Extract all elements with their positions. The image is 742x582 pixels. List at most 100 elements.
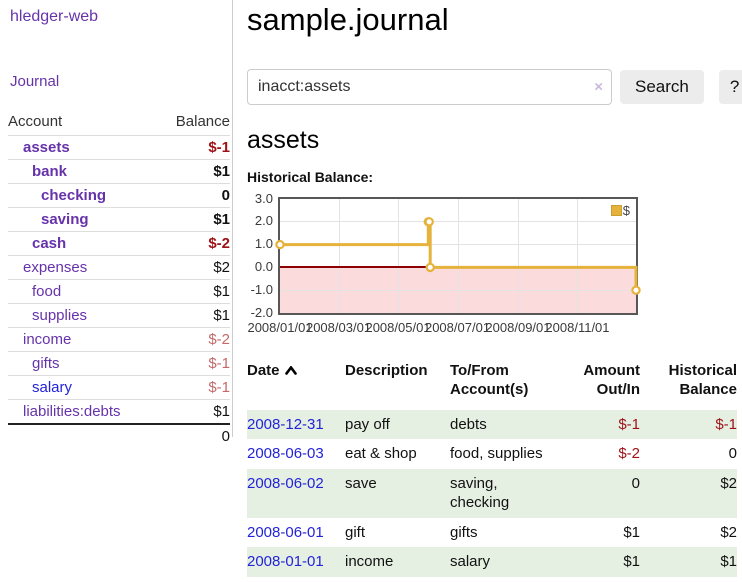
vertical-gridline	[517, 198, 519, 313]
sidebar: hledger-web Journal Account Balance asse…	[0, 0, 233, 445]
register-cell-accounts: debts	[450, 415, 487, 433]
register-cell-description: pay off	[345, 415, 390, 433]
sidebar-account-link[interactable]: expenses	[23, 259, 88, 276]
register-header-historical-balance: Historical Balance	[668, 361, 737, 399]
register-date-link[interactable]: 2008-06-02	[247, 474, 324, 492]
account-row: food $1	[8, 279, 230, 304]
register-cell-balance: $1	[720, 553, 737, 571]
clear-search-icon[interactable]: ×	[594, 78, 603, 96]
accounts-total-row: 0	[8, 424, 230, 448]
register-cell-balance: 0	[728, 445, 737, 463]
register-date-link[interactable]: 2008-06-03	[247, 445, 324, 463]
help-button[interactable]: ?	[718, 69, 742, 104]
sidebar-journal-link[interactable]: Journal	[10, 73, 60, 90]
account-balance: $1	[213, 307, 230, 324]
register-row: 2008-06-03 eat & shop food, supplies $-2 0	[247, 439, 737, 469]
account-row: supplies $1	[8, 303, 230, 328]
accounts-total-value: 0	[221, 428, 230, 445]
legend-series-label: $	[622, 202, 630, 218]
search-box: ×	[247, 68, 612, 105]
register-cell-accounts: salary	[450, 553, 491, 571]
account-balance: $1	[213, 211, 230, 228]
legend-swatch-icon	[610, 204, 622, 216]
vertical-gridline	[398, 198, 400, 313]
accounts-header-balance: Balance	[175, 113, 230, 130]
horizontal-gridline	[280, 221, 636, 223]
accounts-table: Account Balance assets $-1 bank $1 checking 0…	[8, 111, 230, 448]
y-tick-label: 1.0	[254, 236, 273, 252]
sidebar-account-link[interactable]: saving	[41, 211, 89, 228]
account-balance: $-2	[208, 331, 230, 348]
chart-legend: $	[608, 201, 632, 219]
sidebar-account-link[interactable]: income	[23, 331, 72, 348]
register-cell-accounts: saving, checking	[450, 474, 510, 512]
register-header-description: Description	[345, 361, 428, 379]
chart-x-axis-labels: 2008/01/01 2008/03/01 2008/05/01 2008/07/01…	[247, 319, 638, 336]
data-point-marker	[275, 239, 285, 249]
search-button[interactable]: Search	[620, 69, 704, 104]
sort-ascending-icon	[284, 364, 297, 375]
register-date-link[interactable]: 2008-01-01	[247, 553, 324, 571]
register-cell-amount: 0	[631, 474, 640, 492]
register-cell-balance: $2	[720, 523, 737, 541]
sidebar-account-link[interactable]: liabilities:debts	[23, 403, 121, 420]
x-tick-label: 2008/09/01	[485, 319, 551, 335]
x-tick-label: 2008/05/01	[365, 319, 431, 335]
horizontal-gridline	[280, 244, 636, 246]
register-cell-amount: $-1	[618, 415, 640, 433]
account-heading: assets	[247, 125, 320, 154]
search-form: × Search ?	[247, 68, 742, 105]
app-brand-link[interactable]: hledger-web	[10, 8, 99, 25]
account-balance: $1	[213, 163, 230, 180]
chart-plot-area: $	[275, 196, 641, 315]
sidebar-account-link[interactable]: bank	[32, 163, 68, 180]
register-cell-accounts: food, supplies	[450, 445, 543, 463]
sidebar-account-link[interactable]: assets	[23, 139, 70, 156]
register-row: 2008-01-01 income salary $1 $1	[247, 547, 737, 577]
account-row: salary $-1	[8, 375, 230, 400]
register-header-date[interactable]: Date	[247, 361, 345, 410]
account-row: checking 0	[8, 183, 230, 208]
chart-title: Historical Balance:	[247, 168, 374, 185]
register-date-link[interactable]: 2008-06-01	[247, 523, 324, 541]
sidebar-account-link[interactable]: food	[32, 283, 62, 300]
y-tick-label: 0.0	[254, 259, 273, 275]
sidebar-account-link[interactable]: cash	[32, 235, 67, 252]
register-cell-date: 2008-12-31	[247, 410, 345, 440]
account-balance: $-1	[208, 139, 230, 156]
chart-y-axis-labels: 3.0 2.0 1.0 0.0 -1.0 -2.0	[247, 191, 273, 320]
accounts-table-header: Account Balance	[8, 111, 230, 136]
register-row: 2008-06-01 gift gifts $1 $2	[247, 518, 737, 548]
account-balance: $1	[213, 403, 230, 420]
account-row: assets $-1	[8, 135, 230, 160]
register-table: Date Description To/From Account(s) Amount …	[247, 361, 737, 577]
data-point-marker	[425, 262, 435, 272]
search-input[interactable]	[247, 68, 612, 105]
register-cell-date: 2008-06-01	[247, 518, 345, 548]
account-row: expenses $2	[8, 255, 230, 280]
page-title: sample.journal	[247, 2, 449, 37]
y-tick-label: -2.0	[250, 304, 273, 320]
sidebar-account-link[interactable]: gifts	[32, 355, 60, 372]
sidebar-account-link[interactable]: salary	[32, 379, 73, 396]
sidebar-account-link[interactable]: checking	[41, 187, 107, 204]
register-header-amount-out-in: Amount Out/In	[583, 361, 640, 399]
account-balance: $-2	[208, 235, 230, 252]
y-tick-label: -1.0	[250, 281, 273, 297]
sidebar-account-link[interactable]: supplies	[32, 307, 88, 324]
x-tick-label: 2008/07/01	[424, 319, 491, 335]
y-tick-label: 3.0	[254, 190, 273, 206]
register-cell-balance: $-1	[715, 415, 737, 433]
account-balance: $-1	[208, 379, 230, 396]
historical-balance-chart: 3.0 2.0 1.0 0.0 -1.0 -2.0 $ 2008/01/01 2008/03…	[247, 191, 742, 337]
main-content: sample.journal × Search ? assets Histori…	[247, 0, 742, 577]
account-row: saving $1	[8, 207, 230, 232]
x-tick-label: 2008/01/01	[247, 319, 313, 335]
accounts-header-account: Account	[8, 113, 63, 130]
register-cell-description: income	[345, 553, 394, 571]
x-tick-label: 2008/03/01	[305, 319, 372, 335]
account-balance: $-1	[208, 355, 230, 372]
horizontal-gridline	[280, 289, 636, 291]
register-header-row: Date Description To/From Account(s) Amount …	[247, 361, 737, 410]
register-date-link[interactable]: 2008-12-31	[247, 415, 324, 433]
